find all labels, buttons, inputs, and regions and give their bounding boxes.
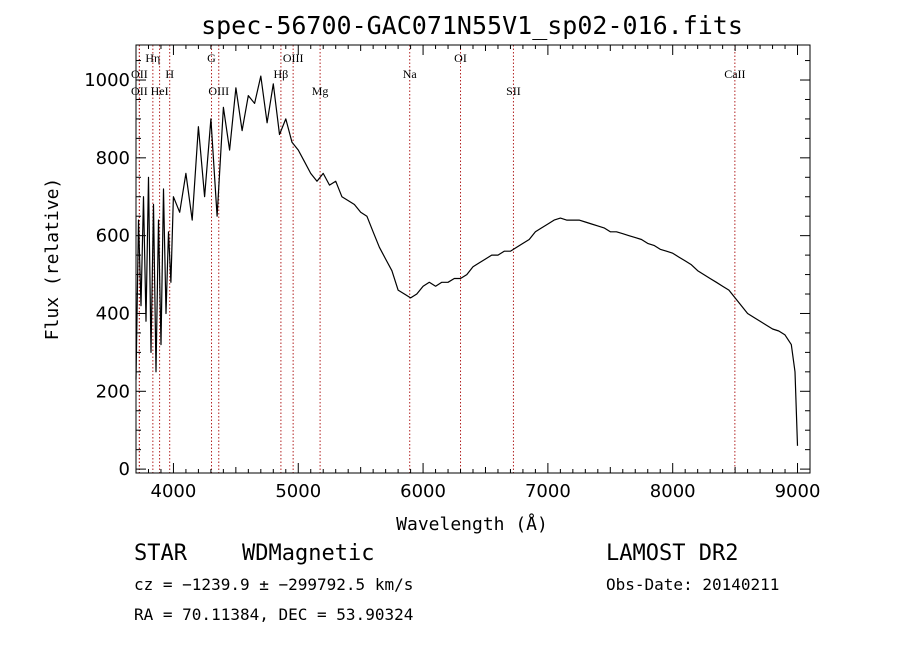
x-tick-label: 5000 bbox=[275, 481, 321, 502]
y-tick-label: 400 bbox=[96, 303, 130, 324]
y-tick-label: 200 bbox=[96, 381, 130, 402]
obs-date: Obs-Date: 20140211 bbox=[606, 575, 779, 594]
coordinates: RA = 70.11384, DEC = 53.90324 bbox=[134, 605, 413, 624]
spectral-line-label: Na bbox=[403, 67, 418, 81]
series-layer bbox=[135, 75, 799, 446]
x-axis: 4000 5000 6000 7000 8000 9000 bbox=[135, 45, 821, 502]
spectral-line-label: CaII bbox=[724, 67, 745, 81]
subclass-label: WDMagnetic bbox=[242, 541, 374, 566]
y-tick-label: 0 bbox=[119, 459, 130, 480]
spectral-line-label: H bbox=[165, 67, 174, 81]
spectral-line-label: OIII bbox=[283, 51, 304, 65]
x-tick-label: 8000 bbox=[650, 481, 696, 502]
spectrum-line bbox=[135, 75, 799, 446]
y-axis-label: Flux (relative) bbox=[42, 178, 63, 341]
spectral-line-label: Hη bbox=[145, 51, 160, 65]
spectral-line-label: OII bbox=[131, 84, 148, 98]
spectral-line-label: HeI bbox=[151, 84, 169, 98]
x-axis-label: Wavelength (Å) bbox=[396, 513, 548, 535]
spectral-line-label: G bbox=[207, 51, 216, 65]
spectral-line-label: SII bbox=[506, 84, 521, 98]
survey-label: LAMOST DR2 bbox=[606, 541, 738, 566]
x-tick-label: 6000 bbox=[400, 481, 446, 502]
spectral-line-label: OI bbox=[454, 51, 467, 65]
chart-title: spec-56700-GAC071N55V1_sp02-016.fits bbox=[201, 11, 743, 40]
y-tick-label: 800 bbox=[96, 148, 130, 169]
y-tick-label: 1000 bbox=[84, 70, 130, 91]
spectral-line-label: Hβ bbox=[274, 67, 289, 81]
y-axis: 0 200 400 600 800 1000 bbox=[84, 60, 810, 480]
class-label: STAR bbox=[134, 541, 188, 566]
x-tick-label: 4000 bbox=[151, 481, 197, 502]
x-tick-label: 7000 bbox=[525, 481, 571, 502]
x-tick-label: 9000 bbox=[775, 481, 821, 502]
spectral-line-label: OIII bbox=[208, 84, 229, 98]
redshift-info: cz = −1239.9 ± −299792.5 km/s bbox=[134, 575, 413, 594]
y-tick-label: 600 bbox=[96, 226, 130, 247]
spectral-line-label: Mg bbox=[312, 84, 329, 98]
